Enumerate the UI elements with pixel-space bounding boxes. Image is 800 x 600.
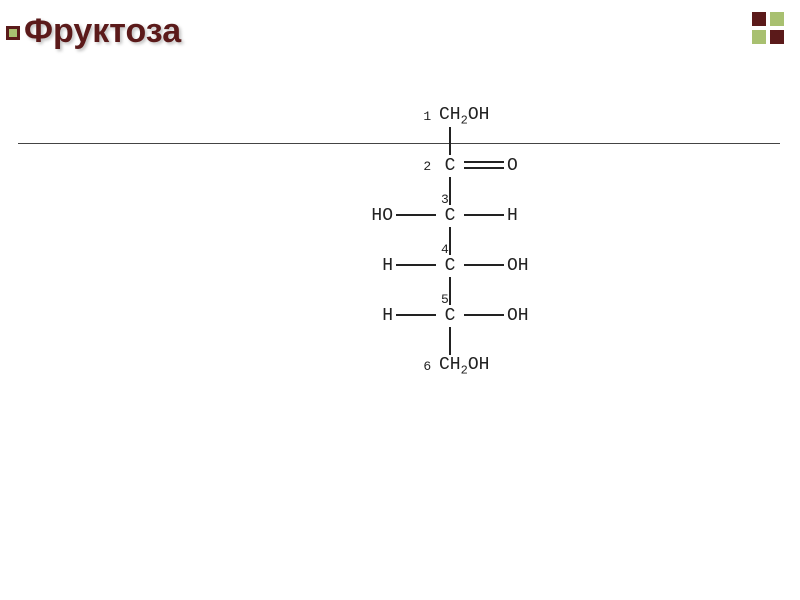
corner-squares-icon (750, 10, 786, 46)
vertical-bond-4-5 (335, 277, 565, 305)
vertical-bond-1-2 (335, 127, 565, 155)
title-bullet-icon (6, 26, 20, 40)
slide-title: Фруктоза (24, 12, 181, 55)
vertical-bond-3-4 (335, 227, 565, 255)
carbon-row-1: 1 CH2OH (335, 105, 565, 127)
carbon-row-6: 6 CH2OH (335, 355, 565, 377)
carbon-row-5: H5COH (335, 305, 565, 327)
carbon-row-3: HO3CH (335, 205, 565, 227)
vertical-bond-2-3 (335, 177, 565, 205)
carbon-row-2: 2 CO (335, 155, 565, 177)
carbon-row-4: H4COH (335, 255, 565, 277)
vertical-bond-5-6 (335, 327, 565, 355)
fructose-structure-diagram: 1 CH2OH 2 CO HO3CH H4COH H5COH 6 CH2OH (335, 105, 565, 377)
